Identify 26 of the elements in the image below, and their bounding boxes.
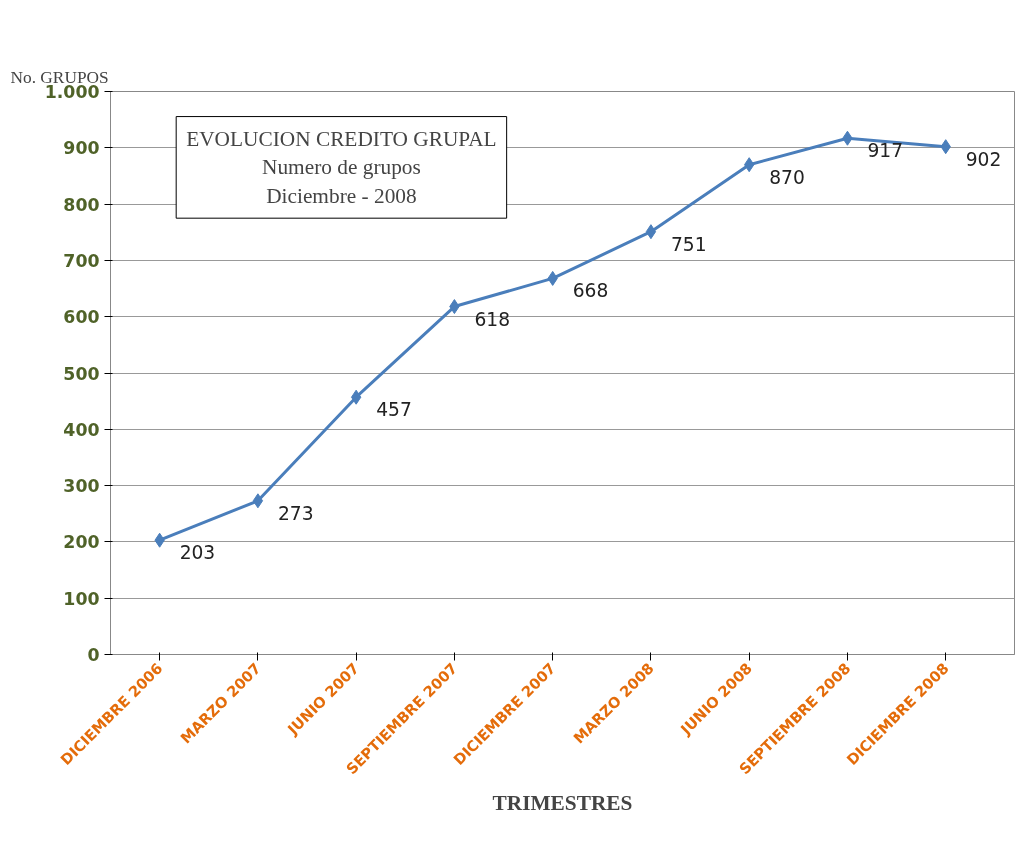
data-label: 751 [670, 233, 707, 255]
y-tick-label: 200 [63, 532, 100, 553]
y-tick-label: 900 [63, 138, 100, 159]
data-label: 870 [769, 166, 805, 188]
data-label: 618 [474, 308, 511, 330]
y-tick-label: 500 [63, 363, 100, 384]
data-label: 273 [277, 502, 314, 524]
y-tick-label: 800 [63, 194, 100, 215]
y-tick-label: 400 [63, 419, 100, 440]
data-label: 917 [867, 140, 904, 162]
point [350, 389, 362, 405]
text: EVOLUCION CREDITO GRUPAL [186, 126, 497, 151]
data-label: 203 [179, 542, 216, 564]
text: Numero de grupos Diciembre - 2008 [262, 155, 421, 209]
data-label: 457 [376, 399, 412, 421]
y-tick-label: 0 [87, 645, 100, 665]
point [252, 493, 264, 509]
x-axis-title: TRIMESTRES [492, 791, 633, 816]
y-tick-label: 700 [63, 250, 100, 271]
y-tick-label: 100 [63, 588, 100, 609]
y-tick-label: 1.000 [44, 82, 100, 102]
data-label: 902 [965, 148, 1002, 170]
y-tick-label: 600 [63, 307, 100, 328]
y-tick-label: 300 [63, 476, 100, 497]
data-label: 668 [572, 280, 609, 302]
point [645, 224, 657, 240]
